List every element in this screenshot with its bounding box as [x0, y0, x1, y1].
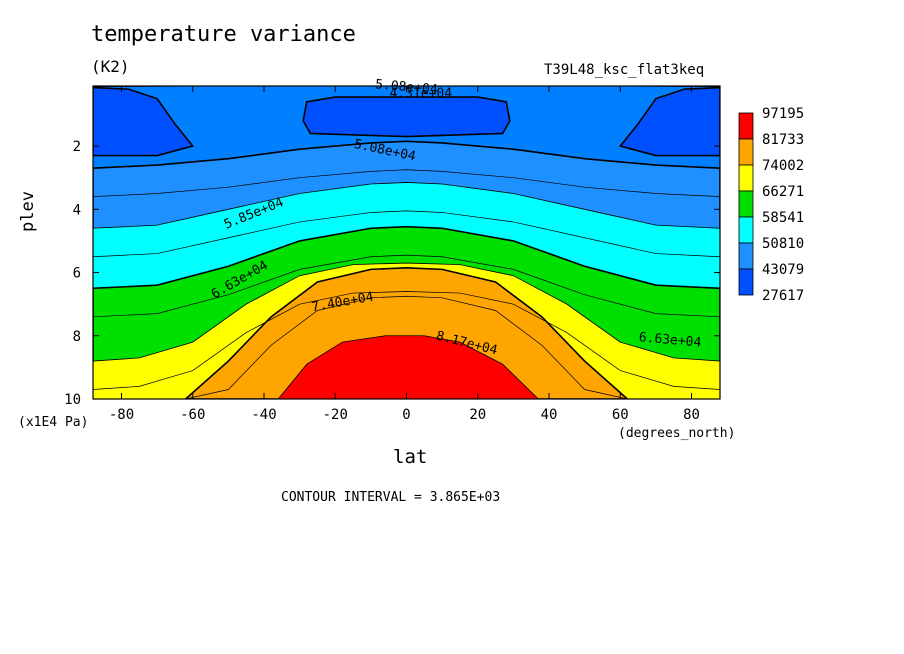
- legend-swatch-5: [738, 242, 754, 270]
- contour-bands: [93, 86, 720, 399]
- legend-label-7: 27617: [762, 288, 804, 304]
- x-tick-label-7: 60: [612, 407, 629, 423]
- contour-line-4: [185, 295, 628, 399]
- chart-title: temperature variance: [91, 22, 356, 47]
- contour-label-5: 6.63e+04: [638, 330, 702, 350]
- legend-swatch-0: [738, 112, 754, 140]
- x-tick-label-4: 0: [402, 407, 410, 423]
- y-tick-label-1: 4: [73, 202, 81, 218]
- contour-label-7: 4.31e+04: [389, 86, 452, 101]
- y-tick-label-0: 2: [73, 139, 81, 155]
- y-tick-label-2: 6: [73, 266, 81, 282]
- contour-line-3: [93, 291, 720, 390]
- experiment-name: T39L48_ksc_flat3keq: [544, 62, 705, 78]
- legend-label-1: 81733: [762, 132, 804, 148]
- legend-swatch-1: [738, 138, 754, 166]
- legend-label-0: 97195: [762, 106, 804, 122]
- legend-swatch-3: [738, 190, 754, 218]
- contour-line-0: [93, 169, 720, 198]
- x-axis-units: (degrees_north): [618, 426, 736, 441]
- y-axis-units: (x1E4 Pa): [18, 415, 89, 430]
- x-tick-label-2: -40: [251, 407, 276, 423]
- legend-swatch-2: [738, 164, 754, 192]
- chart-units: (K2): [91, 57, 130, 76]
- contour-band-5: [277, 335, 539, 399]
- contour-band-4: [184, 266, 629, 399]
- x-tick-label-8: 80: [683, 407, 700, 423]
- top-blob-0: [93, 86, 195, 157]
- top-blob-1: [302, 96, 511, 138]
- x-tick-label-6: 40: [541, 407, 558, 423]
- legend-label-6: 43079: [762, 262, 804, 278]
- legend-swatch-6: [738, 268, 754, 296]
- legend-swatch-4: [738, 216, 754, 244]
- contour-line-1: [93, 210, 720, 258]
- y-tick-label-4: 10: [64, 392, 81, 408]
- x-tick-label-5: 20: [469, 407, 486, 423]
- y-tick-label-3: 8: [73, 329, 81, 345]
- x-tick-label-1: -60: [180, 407, 205, 423]
- legend-label-5: 50810: [762, 236, 804, 252]
- legend-label-3: 66271: [762, 184, 804, 200]
- legend-label-4: 58541: [762, 210, 804, 226]
- contour-interval: CONTOUR INTERVAL = 3.865E+03: [281, 490, 501, 505]
- x-axis-label: lat: [393, 446, 428, 468]
- x-tick-label-3: -20: [323, 407, 348, 423]
- legend-label-2: 74002: [762, 158, 804, 174]
- contour-line-2: [93, 254, 720, 318]
- x-tick-label-0: -80: [109, 407, 134, 423]
- top-blob-2: [618, 86, 720, 157]
